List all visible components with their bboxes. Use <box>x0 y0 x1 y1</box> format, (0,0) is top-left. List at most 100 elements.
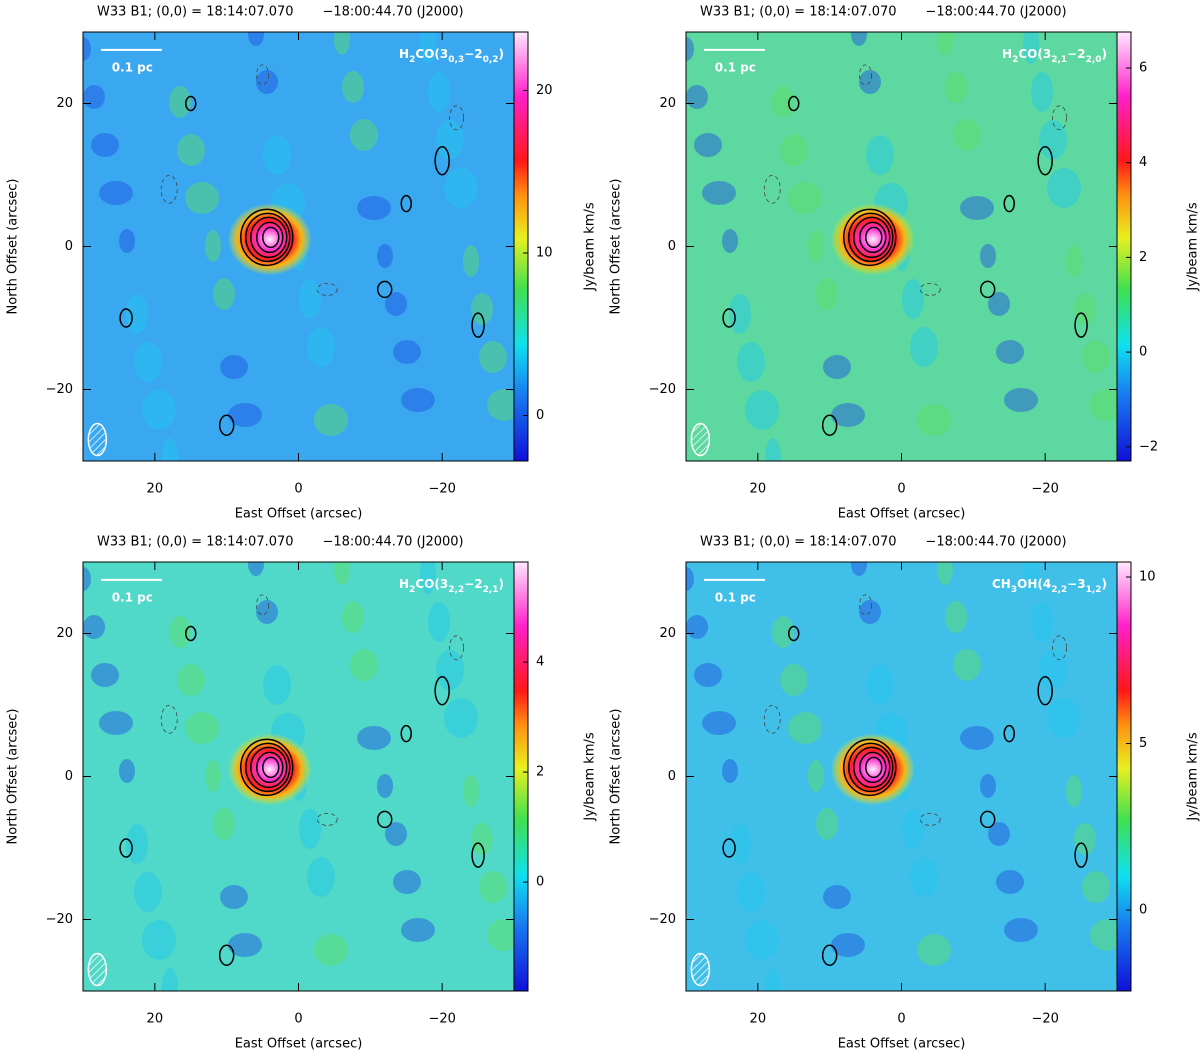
colorbar-tick-label: 4 <box>1139 155 1147 170</box>
noise-patch <box>808 760 824 792</box>
noise-patch <box>119 229 135 253</box>
noise-patch <box>126 294 148 334</box>
line-label-part: CO(3 <box>415 47 448 61</box>
contour <box>821 944 838 966</box>
noise-patch <box>765 968 781 991</box>
contour <box>788 625 800 642</box>
noise-patch <box>694 133 722 157</box>
line-label-part: −2 <box>464 47 482 61</box>
contour <box>119 308 133 328</box>
line-label-part: 2 <box>409 585 415 595</box>
x-tick-label: 0 <box>897 482 905 497</box>
colorbar-tick-label: 2 <box>1139 250 1147 265</box>
noise-patch <box>334 32 350 55</box>
noise-patch <box>953 649 981 681</box>
noise-patch <box>436 120 464 160</box>
noise-patch <box>471 293 493 325</box>
line-label-part: 2,1 <box>483 585 499 595</box>
contour <box>1074 842 1088 868</box>
noise-patch <box>99 711 133 735</box>
line-label-part: 1,2 <box>1086 585 1102 595</box>
noise-patch <box>788 712 822 744</box>
noise-patch <box>780 134 808 166</box>
noise-patch <box>1039 650 1067 690</box>
contour <box>979 810 996 829</box>
noise-patch <box>142 390 176 430</box>
noise-patch <box>377 244 393 268</box>
noise-patch <box>765 438 781 461</box>
y-tick-label: 0 <box>668 769 676 784</box>
noise-patch <box>937 32 953 55</box>
noise-patch <box>334 562 350 585</box>
contour <box>245 742 291 793</box>
noise-patch <box>393 340 421 364</box>
noise-patch <box>851 32 867 46</box>
contour <box>1003 194 1015 213</box>
contour <box>788 95 800 112</box>
noise-patch <box>220 355 248 379</box>
contour <box>262 226 280 249</box>
noise-patch <box>1082 871 1110 903</box>
noise-patch <box>988 292 1010 316</box>
noise-patch <box>377 774 393 798</box>
noise-patch <box>213 278 235 310</box>
contour <box>185 95 197 112</box>
noise-patch <box>205 230 221 262</box>
beam <box>690 952 711 987</box>
y-axis-label: North Offset (arcsec) <box>609 709 624 845</box>
contour <box>256 221 284 254</box>
noise-patch <box>686 85 708 109</box>
x-axis-label: East Offset (arcsec) <box>235 1037 363 1052</box>
noise-patch <box>248 562 264 576</box>
line-label-part: −2 <box>464 577 482 591</box>
line-label-part: CH <box>992 577 1011 591</box>
noise-patch <box>134 342 162 382</box>
noise-patch <box>1047 698 1081 738</box>
noise-patch <box>1082 341 1110 373</box>
noise-patch <box>185 712 219 744</box>
contour <box>376 810 393 829</box>
beam <box>87 952 108 987</box>
noise-patch <box>471 823 493 855</box>
noise-patch <box>385 292 407 316</box>
noise-patch <box>220 885 248 909</box>
noise-patch <box>142 920 176 960</box>
noise-patch <box>463 245 479 277</box>
noise-patch <box>162 968 178 991</box>
noise-patch <box>263 665 291 705</box>
noise-patch <box>307 327 335 367</box>
noise-patch <box>980 774 996 798</box>
line-label-part: 2,0 <box>1086 55 1102 65</box>
x-tick-label: 0 <box>294 482 302 497</box>
noise-patch <box>263 135 291 175</box>
line-label-part: 2,1 <box>1051 55 1067 65</box>
noise-patch <box>428 72 450 112</box>
noise-patch <box>420 562 436 594</box>
y-tick-label: 0 <box>65 239 73 254</box>
noise-patch <box>314 934 348 966</box>
map <box>83 32 514 461</box>
contour <box>722 838 736 858</box>
noise-patch <box>314 404 348 436</box>
noise-patch <box>99 181 133 205</box>
noise-patch <box>248 32 264 46</box>
noise-patch <box>119 759 135 783</box>
noise-patch <box>686 37 694 61</box>
contour <box>1037 675 1053 706</box>
contour <box>1074 312 1088 338</box>
noise-patch <box>1074 293 1096 325</box>
line-label-part: 3 <box>1011 585 1017 595</box>
x-tick-label: 20 <box>147 482 164 497</box>
noise-patch <box>487 919 514 951</box>
line-label-part: ) <box>499 47 504 61</box>
line-label-part: CO(3 <box>415 577 448 591</box>
colorbar-tick-label: 0 <box>536 875 544 890</box>
noise-patch <box>479 871 507 903</box>
noise-patch <box>960 196 994 220</box>
x-axis-label: East Offset (arcsec) <box>838 507 966 522</box>
noise-patch <box>83 567 91 591</box>
noise-patch <box>686 567 694 591</box>
contour <box>843 208 897 267</box>
negative-contour <box>763 174 781 204</box>
contour <box>256 751 284 784</box>
